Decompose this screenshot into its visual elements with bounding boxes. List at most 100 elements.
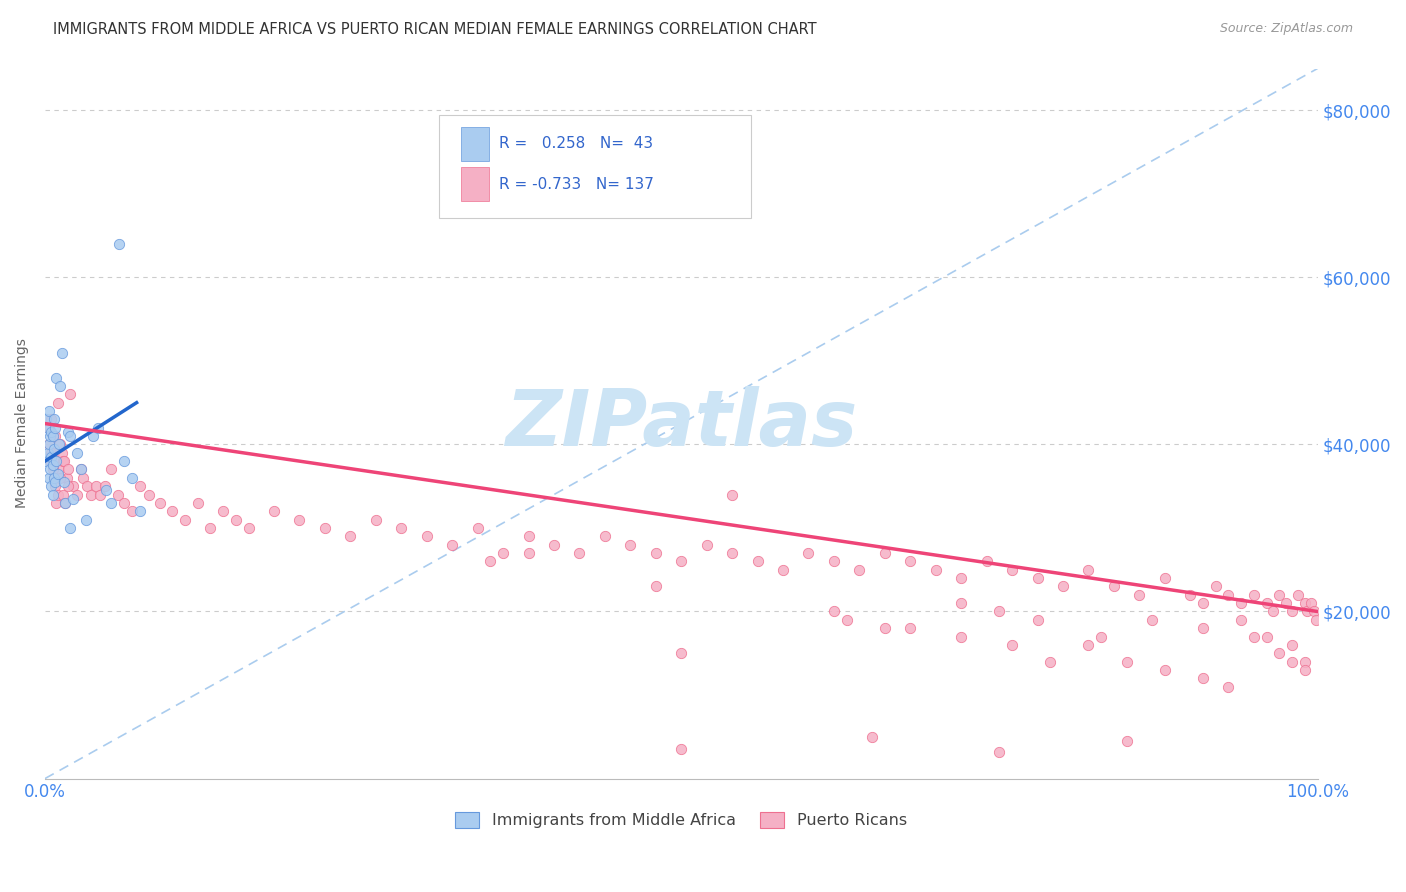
Point	[52, 487, 75, 501]
Point	[66, 487, 89, 501]
Point	[1281, 655, 1303, 669]
Point	[129, 504, 152, 518]
Point	[49, 379, 72, 393]
Point	[56, 425, 79, 439]
Point	[89, 487, 111, 501]
Text: Source: ZipAtlas.com: Source: ZipAtlas.com	[1219, 22, 1353, 36]
Point	[42, 446, 65, 460]
Point	[1192, 671, 1215, 685]
Point	[543, 538, 565, 552]
Point	[51, 446, 73, 460]
Point	[44, 475, 66, 489]
Point	[87, 421, 110, 435]
Point	[950, 596, 973, 610]
Point	[80, 487, 103, 501]
Point	[988, 605, 1011, 619]
Point	[339, 529, 361, 543]
Point	[671, 646, 693, 660]
Point	[42, 471, 65, 485]
Point	[42, 471, 65, 485]
Point	[62, 491, 84, 506]
Point	[1077, 563, 1099, 577]
Point	[696, 538, 718, 552]
Point	[1230, 596, 1253, 610]
Point	[797, 546, 820, 560]
Point	[45, 496, 67, 510]
Point	[35, 412, 58, 426]
Point	[82, 429, 104, 443]
Point	[721, 546, 744, 560]
Point	[41, 479, 63, 493]
Point	[107, 487, 129, 501]
Point	[1243, 630, 1265, 644]
Point	[148, 496, 170, 510]
Point	[41, 450, 63, 464]
Point	[1128, 588, 1150, 602]
Point	[1286, 588, 1309, 602]
Point	[1153, 571, 1175, 585]
Point	[107, 236, 129, 251]
Point	[288, 513, 311, 527]
Point	[39, 462, 62, 476]
Point	[44, 479, 66, 493]
Point	[41, 412, 63, 426]
Point	[1256, 630, 1278, 644]
Point	[848, 563, 870, 577]
Point	[1261, 605, 1284, 619]
Point	[835, 613, 858, 627]
Point	[46, 467, 69, 481]
Point	[671, 742, 693, 756]
Bar	[461, 127, 489, 161]
Point	[69, 462, 91, 476]
Point	[1153, 663, 1175, 677]
Point	[55, 471, 77, 485]
Point	[1001, 563, 1024, 577]
Point	[1296, 605, 1319, 619]
Point	[517, 546, 540, 560]
Point	[950, 630, 973, 644]
Point	[950, 571, 973, 585]
Point	[1001, 638, 1024, 652]
Point	[56, 479, 79, 493]
Text: ZIPatlas: ZIPatlas	[505, 385, 858, 461]
Point	[94, 483, 117, 498]
Point	[416, 529, 439, 543]
Point	[1274, 596, 1296, 610]
Point	[1140, 613, 1163, 627]
Text: R =   0.258   N=  43: R = 0.258 N= 43	[499, 136, 654, 152]
Point	[121, 471, 143, 485]
Point	[52, 454, 75, 468]
Point	[160, 504, 183, 518]
Point	[121, 504, 143, 518]
Point	[46, 395, 69, 409]
FancyBboxPatch shape	[440, 115, 751, 218]
Point	[38, 437, 60, 451]
Point	[644, 579, 666, 593]
Point	[38, 471, 60, 485]
Bar	[461, 167, 489, 202]
Point	[1302, 605, 1324, 619]
Point	[53, 496, 76, 510]
Point	[200, 521, 222, 535]
Point	[76, 479, 98, 493]
Point	[1305, 613, 1327, 627]
Point	[94, 479, 117, 493]
Point	[976, 554, 998, 568]
Point	[45, 454, 67, 468]
Point	[1115, 655, 1137, 669]
Point	[48, 462, 70, 476]
Point	[48, 437, 70, 451]
Point	[49, 471, 72, 485]
Point	[39, 454, 62, 468]
Point	[1243, 588, 1265, 602]
Point	[1039, 655, 1062, 669]
Point	[1026, 571, 1049, 585]
Point	[747, 554, 769, 568]
Point	[62, 479, 84, 493]
Point	[100, 496, 122, 510]
Point	[66, 446, 89, 460]
Point	[51, 345, 73, 359]
Point	[42, 412, 65, 426]
Point	[41, 429, 63, 443]
Text: R = -0.733   N= 137: R = -0.733 N= 137	[499, 177, 654, 192]
